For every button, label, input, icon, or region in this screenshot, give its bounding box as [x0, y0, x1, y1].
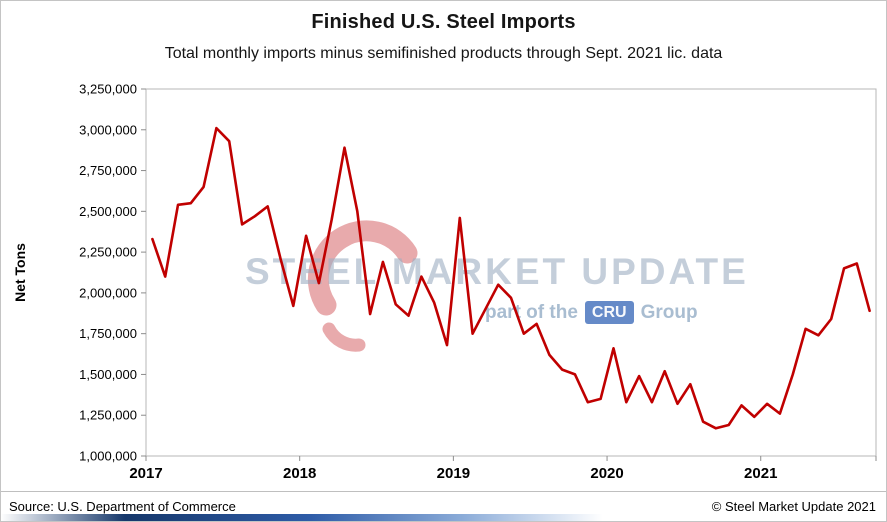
- y-tick-label: 2,000,000: [79, 285, 137, 300]
- footer-divider: [1, 491, 886, 492]
- chart-title: Finished U.S. Steel Imports: [311, 11, 576, 33]
- bottom-accent-bar: [1, 514, 886, 521]
- y-tick-label: 2,250,000: [79, 245, 137, 260]
- y-tick-label: 3,000,000: [79, 122, 137, 137]
- cru-badge: CRU: [584, 301, 634, 324]
- x-tick-label: 2018: [283, 465, 316, 482]
- y-tick-label: 2,500,000: [79, 204, 137, 219]
- smu-watermark: STEEL MARKET UPDATE part of the CRU Grou…: [233, 220, 746, 352]
- x-tick-label: 2021: [744, 465, 777, 482]
- watermark-group-text: Group: [640, 301, 698, 323]
- x-tick-label: 2020: [590, 465, 623, 482]
- y-tick-label: 1,250,000: [79, 408, 137, 423]
- copyright-text: © Steel Market Update 2021: [711, 499, 876, 514]
- y-tick-label: 1,000,000: [79, 449, 137, 464]
- y-axis-title: Net Tons: [12, 243, 28, 302]
- x-tick-label: 2017: [129, 465, 162, 482]
- y-tick-label: 1,750,000: [79, 326, 137, 341]
- x-tick-label: 2019: [437, 465, 470, 482]
- watermark-part-of-the-text: part of the: [485, 301, 578, 323]
- watermark-subtitle: part of the CRU Group: [485, 301, 698, 324]
- y-tick-label: 1,500,000: [79, 367, 137, 382]
- chart-subtitle: Total monthly imports minus semifinished…: [164, 45, 723, 62]
- watermark-title: STEEL MARKET UPDATE: [245, 251, 749, 292]
- y-tick-label: 2,750,000: [79, 163, 137, 178]
- source-text: Source: U.S. Department of Commerce: [9, 499, 236, 514]
- y-tick-label: 3,250,000: [79, 82, 137, 97]
